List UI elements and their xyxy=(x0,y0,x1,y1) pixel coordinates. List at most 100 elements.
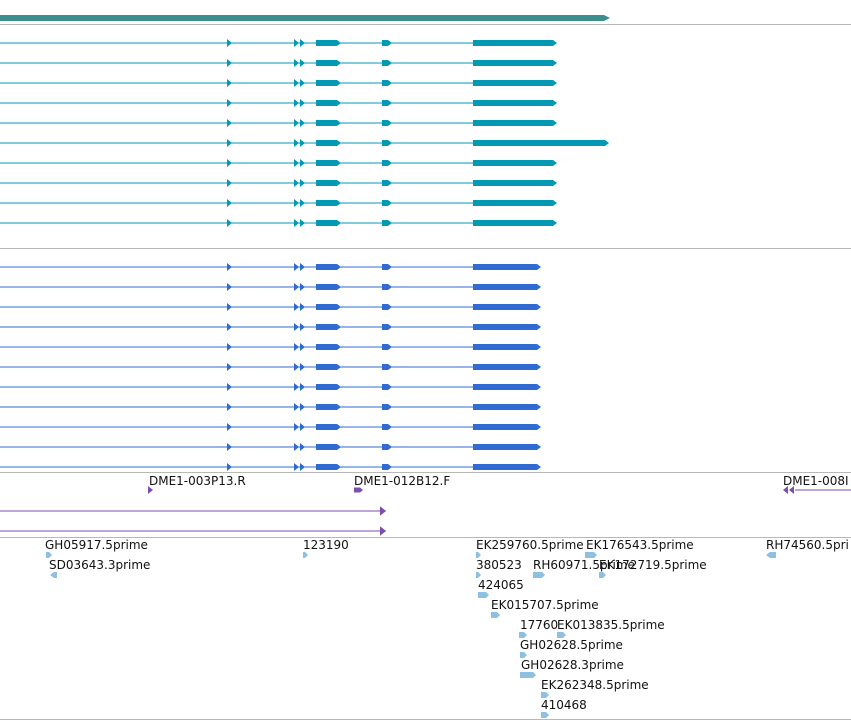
est-label[interactable]: EK172719.5prime xyxy=(599,558,707,572)
est-feature[interactable] xyxy=(541,692,549,698)
blue-transcript[interactable] xyxy=(473,444,541,450)
teal-transcript[interactable] xyxy=(473,60,557,66)
clone-label[interactable]: DME1-003P13.R xyxy=(149,474,246,488)
exon-block[interactable] xyxy=(382,100,392,106)
blue-transcript[interactable] xyxy=(473,284,541,290)
exon-block[interactable] xyxy=(382,264,392,270)
exon-block[interactable] xyxy=(316,200,341,206)
est-feature[interactable] xyxy=(520,652,527,658)
est-feature[interactable] xyxy=(478,592,489,598)
est-feature[interactable] xyxy=(303,552,308,558)
est-label[interactable]: EK262348.5prime xyxy=(541,678,649,692)
exon-block[interactable] xyxy=(316,324,341,330)
top-gene-bar[interactable] xyxy=(0,15,610,21)
exon-block[interactable] xyxy=(316,40,341,46)
est-label[interactable]: GH02628.3prime xyxy=(521,658,624,672)
exon-block[interactable] xyxy=(382,180,392,186)
blue-transcript[interactable] xyxy=(473,324,541,330)
teal-transcript[interactable] xyxy=(473,140,609,146)
clone-label[interactable]: DME1-008I xyxy=(783,474,849,488)
est-feature[interactable] xyxy=(50,572,57,578)
exon-block[interactable] xyxy=(316,304,341,310)
est-feature[interactable] xyxy=(541,712,549,718)
exon-block[interactable] xyxy=(316,344,341,350)
est-feature[interactable] xyxy=(476,552,481,558)
exon-block[interactable] xyxy=(382,464,392,470)
exon-block[interactable] xyxy=(316,80,341,86)
exon-block[interactable] xyxy=(382,384,392,390)
est-label[interactable]: 17760 xyxy=(520,618,559,632)
exon-block[interactable] xyxy=(382,284,392,290)
teal-transcript[interactable] xyxy=(473,180,557,186)
blue-transcript[interactable] xyxy=(473,404,541,410)
clone-label[interactable]: DME1-012B12.F xyxy=(354,474,451,488)
teal-transcript[interactable] xyxy=(473,100,557,106)
exon-block[interactable] xyxy=(316,140,341,146)
est-feature[interactable] xyxy=(599,572,606,578)
est-label[interactable]: 424065 xyxy=(478,578,524,592)
exon-block[interactable] xyxy=(382,364,392,370)
est-feature[interactable] xyxy=(533,572,545,578)
est-feature[interactable] xyxy=(519,632,527,638)
exon-block[interactable] xyxy=(382,424,392,430)
exon-block[interactable] xyxy=(382,444,392,450)
exon-block[interactable] xyxy=(316,100,341,106)
est-feature[interactable] xyxy=(491,612,500,618)
est-label[interactable]: EK176543.5prime xyxy=(586,538,694,552)
est-feature[interactable] xyxy=(557,632,566,638)
est-feature[interactable] xyxy=(520,672,536,678)
blue-transcript[interactable] xyxy=(473,364,541,370)
teal-transcript[interactable] xyxy=(473,220,557,226)
exon-block[interactable] xyxy=(316,284,341,290)
exon-block[interactable] xyxy=(316,364,341,370)
teal-transcript[interactable] xyxy=(473,40,557,46)
est-label[interactable]: RH60971.5prime xyxy=(533,558,635,572)
exon-block[interactable] xyxy=(316,60,341,66)
exon-block[interactable] xyxy=(316,424,341,430)
teal-transcript[interactable] xyxy=(473,120,557,126)
exon-block[interactable] xyxy=(382,140,392,146)
teal-transcript[interactable] xyxy=(473,160,557,166)
blue-transcript[interactable] xyxy=(473,264,541,270)
exon-block[interactable] xyxy=(382,404,392,410)
est-feature[interactable] xyxy=(766,552,776,558)
est-feature[interactable] xyxy=(585,552,597,558)
exon-block[interactable] xyxy=(316,404,341,410)
exon-block[interactable] xyxy=(316,444,341,450)
exon-block[interactable] xyxy=(382,324,392,330)
est-label[interactable]: EK259760.5prime xyxy=(476,538,584,552)
blue-transcript[interactable] xyxy=(473,344,541,350)
est-label[interactable]: GH05917.5prime xyxy=(45,538,148,552)
exon-block[interactable] xyxy=(382,344,392,350)
est-label[interactable]: EK013835.5prime xyxy=(557,618,665,632)
blue-transcript[interactable] xyxy=(473,384,541,390)
teal-transcript[interactable] xyxy=(473,80,557,86)
exon-block[interactable] xyxy=(316,180,341,186)
est-label[interactable]: 380523 xyxy=(476,558,522,572)
exon-block[interactable] xyxy=(382,40,392,46)
teal-transcript[interactable] xyxy=(473,200,557,206)
exon-block[interactable] xyxy=(382,304,392,310)
est-label[interactable]: RH74560.5pri xyxy=(766,538,849,552)
exon-block[interactable] xyxy=(382,60,392,66)
exon-block[interactable] xyxy=(382,80,392,86)
clone-marker[interactable] xyxy=(354,487,363,493)
exon-block[interactable] xyxy=(316,264,341,270)
blue-transcript[interactable] xyxy=(473,304,541,310)
est-feature[interactable] xyxy=(46,552,52,558)
est-label[interactable]: SD03643.3prime xyxy=(49,558,151,572)
blue-transcript[interactable] xyxy=(473,464,541,470)
exon-block[interactable] xyxy=(316,160,341,166)
exon-block[interactable] xyxy=(316,220,341,226)
est-label[interactable]: GH02628.5prime xyxy=(520,638,623,652)
exon-block[interactable] xyxy=(316,384,341,390)
exon-block[interactable] xyxy=(382,120,392,126)
exon-block[interactable] xyxy=(382,220,392,226)
est-label[interactable]: 410468 xyxy=(541,698,587,712)
est-feature[interactable] xyxy=(476,572,481,578)
exon-block[interactable] xyxy=(382,160,392,166)
exon-block[interactable] xyxy=(316,464,341,470)
est-label[interactable]: 123190 xyxy=(303,538,349,552)
exon-block[interactable] xyxy=(382,200,392,206)
exon-block[interactable] xyxy=(316,120,341,126)
